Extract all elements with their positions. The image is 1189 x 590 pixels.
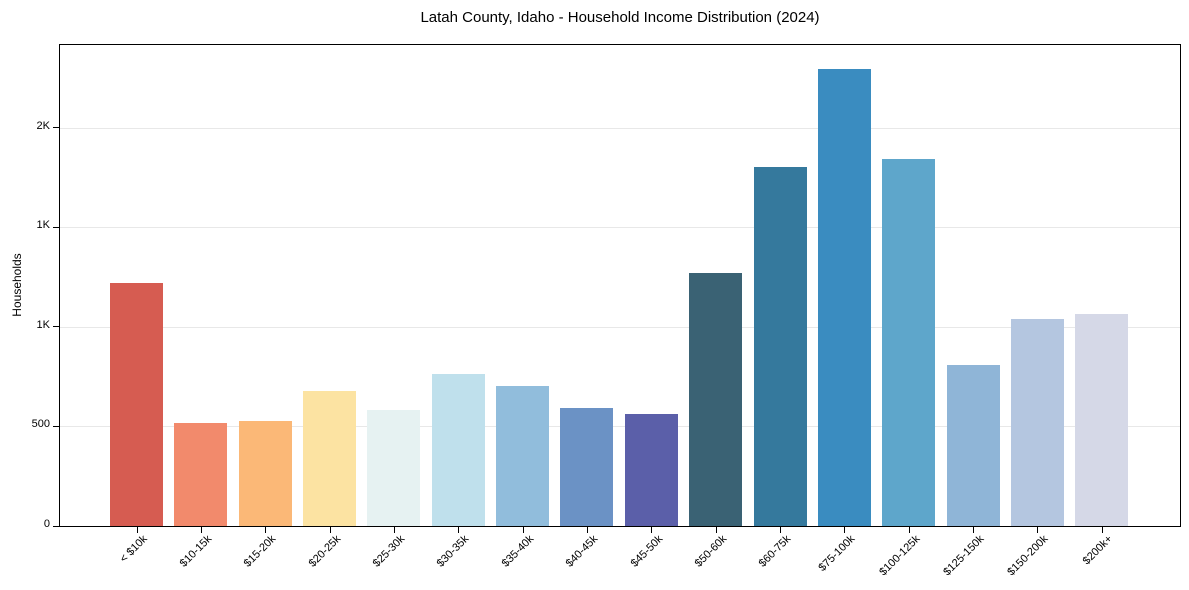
- x-tick-mark: [200, 527, 202, 533]
- bar: [238, 421, 292, 526]
- plot-area: 0 500 1K 1K 2K < $10k $10-15k $15-20k $20-25k $25…: [32, 44, 1181, 578]
- x-tick-label: $40-45k: [563, 533, 601, 570]
- y-tick-label: 500: [31, 418, 50, 431]
- x-tick-label: $45-50k: [628, 533, 665, 570]
- bar: [174, 423, 228, 526]
- x-tick-mark: [393, 527, 395, 533]
- chart-title: Latah County, Idaho - Household Income D…: [420, 9, 820, 26]
- x-tick-label: $200k+: [1081, 533, 1116, 568]
- x-tick-label: < $10k: [117, 533, 150, 566]
- x-tick-label: $60-75k: [756, 533, 794, 570]
- y-tick-label: 1K: [36, 219, 50, 232]
- bar: [689, 273, 743, 526]
- bar: [303, 390, 357, 526]
- bar: [1075, 313, 1129, 526]
- x-tick-mark: [522, 527, 524, 533]
- x-tick-label: $100-125k: [876, 533, 923, 579]
- x-tick-label: $20-25k: [306, 533, 344, 570]
- bar: [431, 373, 485, 526]
- bar: [110, 283, 163, 526]
- x-tick-label: $30-35k: [435, 533, 472, 570]
- x-tick-label: $25-30k: [370, 533, 408, 570]
- x-tick-label: $125-150k: [941, 533, 987, 579]
- y-tick-label: 0: [43, 518, 50, 530]
- x-tick-mark: [908, 527, 910, 533]
- gridline: [60, 227, 1180, 229]
- bar: [560, 407, 614, 526]
- bar: [817, 68, 871, 526]
- x-tick-label: $50-60k: [692, 533, 730, 570]
- gridline: [60, 127, 1180, 129]
- y-tick-mark: [53, 326, 59, 328]
- x-tick-mark: [1037, 527, 1039, 533]
- bar: [496, 385, 550, 526]
- x-tick-label: $10-15k: [177, 533, 215, 570]
- y-tick-label: 2K: [36, 119, 50, 132]
- x-tick-label: $15-20k: [242, 533, 279, 570]
- x-tick-mark: [136, 527, 138, 533]
- gridline: [60, 426, 1180, 428]
- x-tick-mark: [973, 527, 975, 533]
- x-tick-mark: [780, 527, 781, 533]
- y-axis-label: Households: [10, 253, 24, 317]
- x-tick-mark: [458, 527, 460, 533]
- y-tick-label: 1K: [36, 318, 50, 331]
- x-tick-label: $75-100k: [816, 533, 858, 574]
- x-tick-mark: [1101, 527, 1103, 533]
- y-tick-mark: [53, 425, 59, 427]
- x-tick-mark: [715, 527, 717, 533]
- gridline: [60, 326, 1180, 328]
- x-tick-label: $150-200k: [1005, 533, 1051, 579]
- x-tick-mark: [329, 527, 331, 533]
- bar: [1010, 318, 1064, 526]
- x-tick-mark: [651, 527, 653, 533]
- y-tick-mark: [53, 226, 59, 228]
- bar: [367, 409, 421, 526]
- y-tick-mark: [53, 127, 59, 129]
- bar: [882, 158, 936, 526]
- bar: [624, 414, 678, 526]
- x-tick-mark: [265, 527, 267, 533]
- x-tick-label: $35-40k: [499, 533, 537, 570]
- bar: [946, 364, 1000, 526]
- bar: [753, 166, 807, 526]
- x-tick-mark: [586, 527, 588, 533]
- x-tick-mark: [844, 527, 846, 533]
- y-tick-mark: [53, 525, 59, 527]
